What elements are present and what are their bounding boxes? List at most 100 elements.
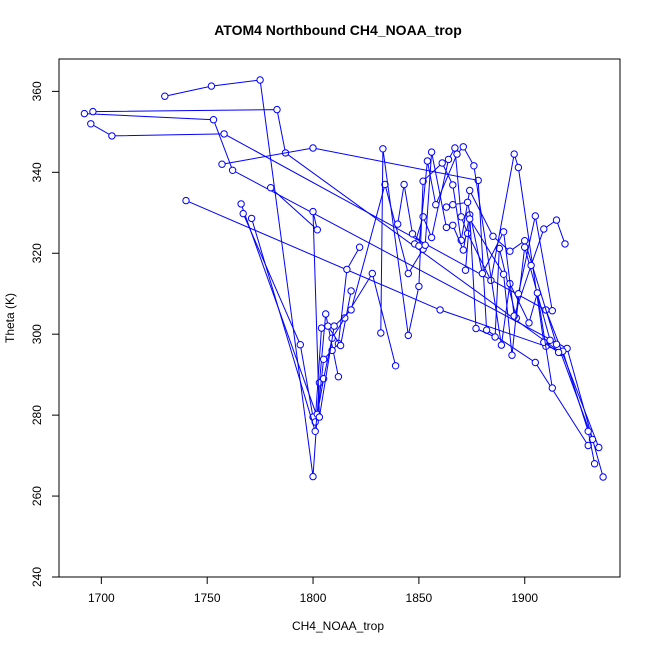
data-point (463, 229, 472, 238)
data-point (343, 265, 351, 274)
data-point (419, 177, 427, 185)
data-point (330, 322, 338, 330)
data-point (423, 157, 432, 165)
data-point (499, 228, 508, 236)
data-point (548, 384, 556, 392)
data-point (491, 333, 499, 341)
data-point (80, 109, 89, 118)
data-point (546, 336, 554, 344)
series-segment-15 (442, 198, 569, 320)
plot-area-frame (58, 58, 621, 578)
data-point (379, 145, 387, 153)
x-axis: 1700 1750 1800 1850 1900 (88, 577, 538, 605)
data-point (510, 150, 518, 158)
y-tick-label: 320 (30, 243, 44, 263)
data-point (311, 427, 319, 435)
data-point (508, 351, 516, 359)
data-point (514, 163, 523, 172)
data-point (313, 226, 321, 234)
series-line (414, 146, 559, 353)
y-tick-label: 360 (30, 81, 44, 101)
x-tick-label: 1800 (300, 591, 327, 605)
data-point (309, 472, 317, 481)
data-point (220, 130, 228, 138)
data-point (552, 216, 561, 224)
data-point (527, 261, 535, 270)
chart-title: ATOM4 Northbound CH4_NOAA_trop (214, 22, 462, 38)
y-tick-label: 260 (30, 486, 44, 506)
data-point (419, 213, 427, 221)
data-point (442, 223, 451, 232)
data-point (459, 143, 467, 151)
data-point (394, 220, 402, 228)
data-point (521, 237, 529, 245)
data-point (256, 76, 264, 84)
data-point (531, 358, 539, 367)
data-point (466, 186, 474, 195)
data-point (334, 373, 343, 381)
data-point (595, 443, 603, 452)
data-point (341, 314, 349, 322)
data-point (499, 270, 508, 278)
data-point (415, 282, 423, 291)
data-point (296, 341, 304, 349)
series-layer (80, 76, 607, 481)
data-point (347, 287, 355, 295)
y-tick-label: 340 (30, 162, 44, 182)
data-point (436, 306, 444, 314)
data-point (525, 319, 533, 327)
data-point (207, 82, 216, 90)
data-point (415, 242, 423, 250)
data-point (461, 266, 470, 274)
series-segment-11 (377, 145, 561, 348)
data-point (432, 201, 440, 209)
data-point (239, 209, 247, 218)
data-point (472, 324, 480, 333)
data-point (459, 246, 467, 254)
x-tick-label: 1700 (88, 591, 115, 605)
data-point (408, 230, 417, 238)
data-point (453, 150, 461, 158)
x-axis-label: CH4_NOAA_trop (292, 619, 384, 633)
data-point (470, 162, 478, 170)
data-point (237, 200, 245, 208)
data-point (533, 289, 542, 297)
data-point (89, 107, 97, 116)
data-point (273, 105, 281, 114)
data-point (495, 244, 503, 253)
data-point (554, 348, 563, 357)
x-tick-label: 1850 (406, 591, 433, 605)
y-axis: 240 260 280 300 320 340 360 (30, 81, 59, 587)
y-tick-label: 280 (30, 405, 44, 425)
data-point (521, 243, 529, 251)
data-point (391, 362, 400, 370)
series-line (221, 147, 589, 446)
data-point (451, 144, 459, 152)
data-point (161, 92, 169, 100)
data-point (427, 233, 436, 242)
data-point (347, 306, 355, 314)
data-point (404, 331, 412, 340)
data-point (421, 241, 429, 249)
data-point (561, 240, 569, 248)
data-point (319, 355, 328, 363)
data-point (228, 166, 237, 175)
data-point (449, 201, 457, 209)
data-point (444, 155, 453, 164)
x-tick-label: 1750 (194, 591, 221, 605)
data-point (466, 215, 474, 223)
data-point (457, 213, 465, 221)
data-point (584, 427, 592, 435)
data-point (324, 322, 332, 330)
data-point (427, 148, 436, 156)
data-point (442, 203, 451, 211)
data-point (540, 225, 548, 233)
y-axis-label: Theta (K) (3, 293, 17, 343)
data-point (514, 290, 523, 298)
data-point (355, 243, 364, 251)
data-point (87, 120, 95, 128)
data-point (463, 198, 472, 207)
data-point (315, 413, 324, 421)
data-point (478, 269, 487, 278)
